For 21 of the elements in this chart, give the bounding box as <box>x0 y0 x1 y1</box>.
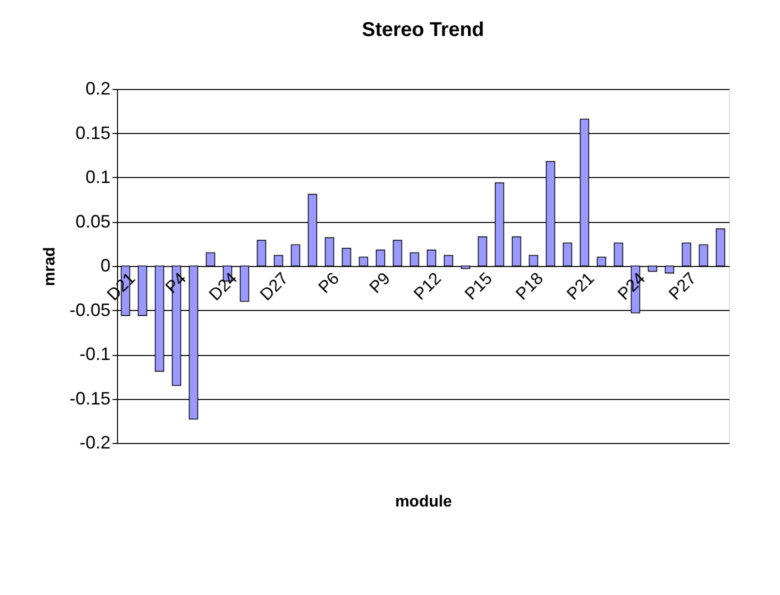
x-axis-title: module <box>395 494 452 510</box>
x-tick-label: D24 <box>205 268 241 304</box>
x-tick-label: P6 <box>314 268 343 297</box>
x-tick-label: P9 <box>366 268 394 297</box>
x-tick-label: P18 <box>512 268 547 304</box>
x-tick-label: P27 <box>665 268 700 304</box>
x-tick-label: P15 <box>461 268 496 304</box>
y-tick-label: -0.2 <box>79 432 110 452</box>
y-tick-label: -0.1 <box>79 344 110 364</box>
y-tick-label: -0.05 <box>69 300 110 320</box>
y-tick-label: 0.1 <box>85 167 110 187</box>
y-tick-label: 0.15 <box>75 122 110 143</box>
y-tick-label: 0.2 <box>85 78 110 98</box>
y-tick-label: -0.15 <box>69 388 110 408</box>
x-tick-label: P21 <box>563 268 598 304</box>
y-tick-label: 0 <box>100 256 110 276</box>
chart-title: Stereo Trend <box>362 19 484 41</box>
y-axis-title: mrad <box>41 246 58 286</box>
x-tick-label: P24 <box>614 268 649 304</box>
y-tick-label: 0.05 <box>75 211 110 232</box>
x-tick-label: P12 <box>410 268 445 304</box>
